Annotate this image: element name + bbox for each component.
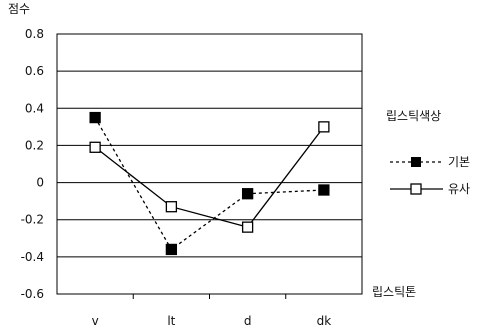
y-tick-label: 0.6: [25, 64, 44, 78]
legend-marker-filled-square: [411, 157, 421, 167]
plot-frame: [56, 33, 363, 295]
legend-marker-open-square: [410, 183, 422, 195]
similar-data-point: [318, 121, 330, 133]
y-tick-label: -0.6: [21, 287, 44, 301]
series-line-basic: [94, 117, 324, 251]
basic-data-point: [241, 188, 254, 200]
y-tick-label: 0.8: [25, 27, 44, 41]
y-tick-labels: 0.8 0.6 0.4 0.2 0 -0.2 -0.4 -0.6: [21, 27, 44, 301]
x-tick-labels: v lt d dk: [92, 314, 332, 328]
basic-data-point: [165, 243, 178, 256]
legend: 립스틱색상 기본 유사: [386, 109, 470, 196]
legend-item-basic: 기본: [390, 155, 470, 169]
grid-lines: [57, 70, 362, 258]
similar-data-point: [165, 201, 178, 213]
basic-data-point: [89, 111, 101, 124]
x-tick-label: d: [244, 314, 252, 328]
series-line-similar: [94, 126, 325, 228]
similar-data-point: [241, 221, 254, 233]
similar-data-point: [89, 141, 101, 153]
x-axis-title: 립스틱톤: [372, 285, 416, 299]
legend-label-basic: 기본: [448, 155, 470, 169]
basic-data-point: [318, 184, 330, 196]
x-axis-ticks: [132, 294, 287, 299]
legend-label-similar: 유사: [448, 182, 470, 196]
y-tick-label: 0.2: [25, 138, 44, 152]
y-tick-label: -0.2: [21, 213, 44, 227]
x-tick-label: v: [92, 314, 99, 328]
series-layer: [89, 111, 330, 256]
y-tick-label: 0.4: [25, 101, 44, 115]
legend-item-similar: 유사: [390, 182, 470, 196]
y-tick-label: -0.4: [21, 250, 44, 264]
x-tick-label: lt: [167, 314, 175, 328]
y-tick-label: 0: [36, 176, 44, 190]
x-tick-label: dk: [317, 314, 332, 328]
legend-title: 립스틱색상: [386, 109, 441, 123]
y-axis-title: 점수: [8, 2, 30, 16]
